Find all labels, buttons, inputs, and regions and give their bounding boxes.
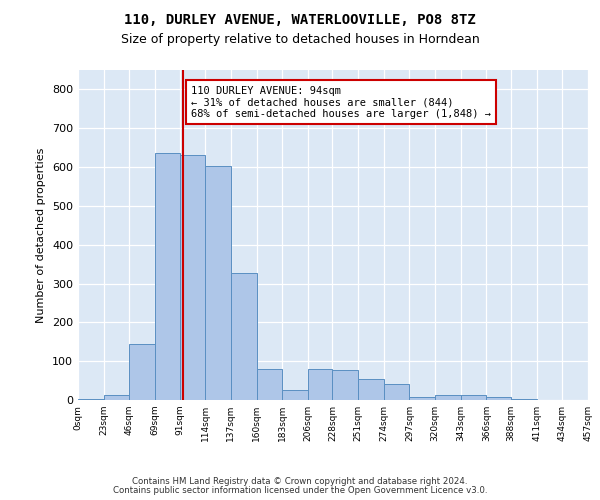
Bar [487,396,511,400]
Text: Size of property relative to detached houses in Horndean: Size of property relative to detached ho… [121,32,479,46]
Bar [179,155,205,400]
Bar [257,369,282,400]
Bar [104,396,130,400]
Bar [332,370,358,400]
Bar [155,153,179,400]
Bar [384,384,409,400]
Text: Contains public sector information licensed under the Open Government Licence v3: Contains public sector information licen… [113,486,487,495]
Text: 110 DURLEY AVENUE: 94sqm
← 31% of detached houses are smaller (844)
68% of semi-: 110 DURLEY AVENUE: 94sqm ← 31% of detach… [191,86,491,118]
Bar [435,396,461,400]
Bar [205,166,231,400]
Bar [130,344,155,400]
Bar [358,378,384,400]
Text: Contains HM Land Registry data © Crown copyright and database right 2024.: Contains HM Land Registry data © Crown c… [132,477,468,486]
Y-axis label: Number of detached properties: Number of detached properties [37,148,46,322]
Bar [231,274,257,400]
Bar [511,399,536,400]
Bar [78,399,104,400]
Text: 110, DURLEY AVENUE, WATERLOOVILLE, PO8 8TZ: 110, DURLEY AVENUE, WATERLOOVILLE, PO8 8… [124,12,476,26]
Bar [461,396,487,400]
Bar [282,390,308,400]
Bar [308,369,332,400]
Bar [409,396,435,400]
